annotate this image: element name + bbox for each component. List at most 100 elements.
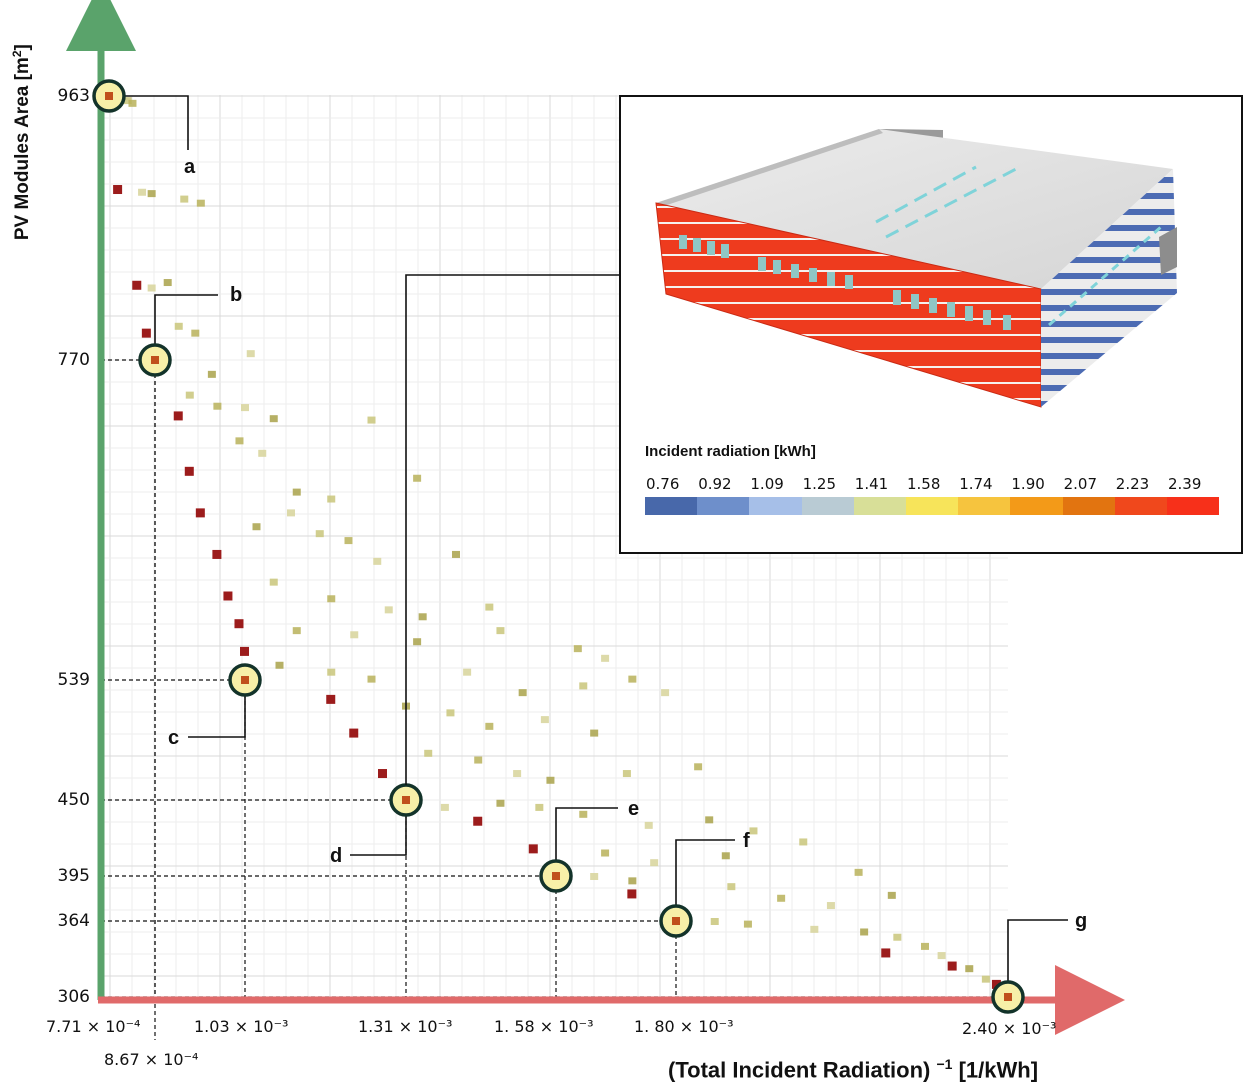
data-point <box>241 404 249 412</box>
building-render <box>655 129 1177 408</box>
data-point <box>350 631 359 639</box>
data-point <box>601 654 610 662</box>
legend-swatch <box>697 497 750 515</box>
data-point <box>981 975 990 983</box>
data-point <box>327 595 336 603</box>
legend-label: 1.09 <box>750 475 784 493</box>
data-point <box>258 449 267 457</box>
pareto-point <box>195 508 205 518</box>
data-point <box>661 689 670 697</box>
y-tick-label: 963 <box>57 86 90 106</box>
x-tick-label: 7.71 × 10⁻⁴ <box>46 1017 141 1036</box>
data-point <box>452 550 460 558</box>
data-point <box>650 859 659 867</box>
solution-label: b <box>230 284 243 306</box>
data-point <box>367 416 376 424</box>
legend-label: 0.76 <box>646 475 680 493</box>
highlight-point <box>151 356 159 364</box>
data-point <box>513 770 522 778</box>
data-point <box>147 284 156 292</box>
data-point <box>463 668 472 676</box>
data-point <box>123 97 132 105</box>
data-point <box>207 370 216 378</box>
solution-label: f <box>743 830 750 852</box>
data-point <box>573 645 582 653</box>
data-point <box>384 606 393 614</box>
data-point <box>644 821 653 829</box>
data-point <box>485 722 494 730</box>
legend-swatch <box>749 497 802 515</box>
pareto-point <box>223 591 233 601</box>
data-point <box>252 523 261 531</box>
data-point <box>590 729 599 737</box>
data-point <box>622 770 631 778</box>
data-point <box>727 883 736 891</box>
pareto-point <box>378 769 387 779</box>
data-point <box>601 849 610 857</box>
data-point <box>535 803 544 811</box>
solution-label: a <box>184 156 196 178</box>
data-point <box>810 925 819 933</box>
data-point <box>965 965 974 973</box>
y-axis-label: PV Modules Area [m2] <box>9 44 34 241</box>
solution-label: g <box>1075 910 1088 932</box>
legend-label: 1.74 <box>959 475 993 493</box>
pareto-point <box>212 549 222 559</box>
legend-label: 1.41 <box>854 475 889 493</box>
data-point <box>694 763 703 771</box>
highlight-point <box>552 872 560 880</box>
legend-swatch <box>1062 497 1115 515</box>
y-tick-label: 450 <box>57 790 90 810</box>
data-point <box>424 749 433 757</box>
skylight <box>875 165 977 224</box>
data-point <box>721 852 730 860</box>
data-point <box>826 902 835 910</box>
data-point <box>269 578 278 586</box>
pareto-point <box>473 816 483 826</box>
data-point <box>440 803 449 811</box>
x-axis-label: (Total Incident Radiation) −1 [1/kWh] <box>668 1056 1039 1083</box>
data-point <box>327 495 336 503</box>
data-point <box>579 682 588 690</box>
legend-color-bar <box>645 497 1220 515</box>
pareto-point <box>113 185 123 195</box>
data-point <box>854 868 863 876</box>
legend-swatch <box>853 497 906 515</box>
x-tick-label: 1. 80 × 10⁻³ <box>634 1017 734 1036</box>
pareto-point <box>947 961 957 971</box>
leader-line <box>555 807 618 876</box>
highlight-point <box>105 92 113 100</box>
legend-swatch <box>645 497 698 515</box>
x-tick-label: 1.03 × 10⁻³ <box>194 1017 289 1036</box>
leader-line <box>154 294 218 360</box>
skylight <box>885 167 1017 239</box>
data-point <box>628 675 637 683</box>
legend-swatch <box>958 497 1011 515</box>
highlight-point <box>1004 993 1012 1001</box>
legend-swatch <box>1010 497 1063 515</box>
x-tick-label: 1.31 × 10⁻³ <box>358 1017 453 1036</box>
leader-line <box>1007 919 1068 997</box>
data-point <box>705 816 714 824</box>
data-point <box>344 537 353 545</box>
solution-label: d <box>330 845 343 867</box>
data-point <box>128 99 137 107</box>
pareto-point <box>349 728 359 738</box>
data-point <box>887 891 896 899</box>
east-window-strip <box>1048 225 1162 327</box>
data-point <box>743 920 752 928</box>
pareto-point <box>326 694 336 704</box>
data-point <box>174 322 183 330</box>
data-point <box>147 190 156 198</box>
pareto-point <box>528 844 538 854</box>
data-point <box>185 391 194 399</box>
data-point <box>327 668 336 676</box>
y-tick-label: 364 <box>57 911 90 931</box>
data-point <box>496 627 505 635</box>
data-point <box>446 709 455 717</box>
pareto-point <box>173 411 183 421</box>
data-point <box>628 877 637 885</box>
legend-swatch <box>1114 497 1167 515</box>
data-point <box>413 638 422 646</box>
